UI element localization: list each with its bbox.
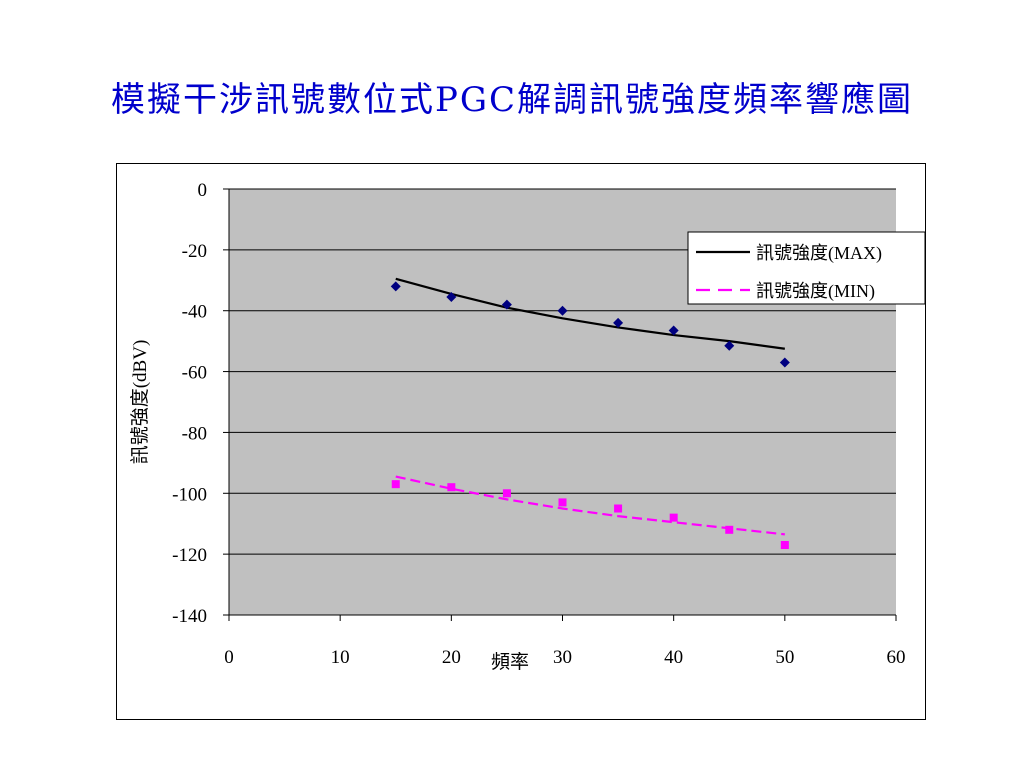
y-tick-label: -120 bbox=[172, 545, 207, 566]
x-tick-label: 60 bbox=[887, 647, 906, 668]
data-point-min bbox=[725, 525, 734, 534]
data-point-min bbox=[780, 541, 789, 550]
data-point-max bbox=[557, 305, 568, 316]
x-tick-label: 0 bbox=[224, 647, 234, 668]
x-tick-label: 20 bbox=[442, 647, 461, 668]
slide-title: 模擬干涉訊號數位式PGC解調訊號強度頻率響應圖 bbox=[110, 80, 914, 120]
trendline-0 bbox=[395, 277, 785, 350]
x-axis-label: 頻率 bbox=[491, 651, 529, 673]
data-point-min bbox=[391, 480, 400, 489]
x-tick-label: 40 bbox=[664, 647, 683, 668]
data-point-max bbox=[724, 340, 735, 351]
data-point-min bbox=[558, 498, 567, 507]
x-tick-label: 30 bbox=[553, 647, 572, 668]
data-point-min bbox=[669, 513, 678, 522]
data-point-max bbox=[446, 292, 457, 303]
data-point-max bbox=[390, 281, 401, 292]
legend-label-0: 訊號強度(MAX) bbox=[756, 243, 882, 264]
legend-box bbox=[687, 231, 926, 305]
data-markers bbox=[390, 281, 790, 550]
y-tick-label: -100 bbox=[172, 484, 207, 505]
x-tick-label: 10 bbox=[331, 647, 350, 668]
y-tick-label: 0 bbox=[198, 180, 208, 201]
y-tick-label: -140 bbox=[172, 606, 207, 627]
trendline-1 bbox=[395, 475, 785, 536]
y-tick-label: -20 bbox=[182, 241, 207, 262]
legend-label-1: 訊號強度(MIN) bbox=[756, 281, 875, 302]
data-point-max bbox=[613, 317, 624, 328]
legend: 訊號強度(MAX) 訊號強度(MIN) bbox=[687, 231, 926, 305]
y-axis-label: 訊號強度(dBV) bbox=[129, 340, 151, 465]
data-point-min bbox=[447, 483, 456, 492]
x-tick-labels: 0 10 20 30 40 50 60 bbox=[224, 647, 905, 668]
axes bbox=[223, 188, 897, 621]
y-tick-labels: 0 -20 -40 -60 -80 -100 -120 -140 bbox=[172, 180, 207, 627]
y-tick-label: -80 bbox=[182, 423, 207, 444]
data-point-max bbox=[779, 357, 790, 368]
data-point-min bbox=[614, 504, 623, 513]
x-tick-label: 50 bbox=[775, 647, 794, 668]
trendlines bbox=[395, 277, 785, 536]
y-tick-label: -60 bbox=[182, 363, 207, 384]
y-tick-label: -40 bbox=[182, 302, 207, 323]
data-point-max bbox=[501, 299, 512, 310]
data-point-max bbox=[668, 325, 679, 336]
data-point-min bbox=[502, 489, 511, 498]
